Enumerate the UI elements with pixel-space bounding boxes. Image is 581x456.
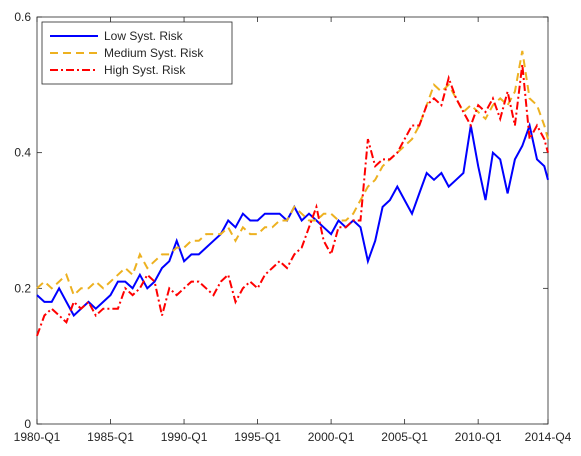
series-line — [36, 50, 549, 297]
x-tick-label: 1980-Q1 — [14, 430, 61, 444]
y-tick-label: 0.4 — [14, 146, 31, 160]
series-line — [36, 64, 549, 337]
x-tick-label: 2005-Q1 — [381, 430, 428, 444]
legend-label: Medium Syst. Risk — [104, 46, 204, 60]
y-tick-label: 0 — [24, 417, 31, 431]
x-tick-label: 1990-Q1 — [161, 430, 208, 444]
y-tick-label: 0.2 — [14, 281, 31, 295]
legend-label: Low Syst. Risk — [104, 29, 184, 43]
plot-frame — [36, 16, 549, 425]
x-tick-label: 1995-Q1 — [234, 430, 281, 444]
x-tick-label: 2014-Q4 — [525, 430, 572, 444]
x-tick-label: 1985-Q1 — [87, 430, 134, 444]
x-tick-label: 2000-Q1 — [308, 430, 355, 444]
legend-box — [41, 21, 233, 85]
y-tick-label: 0.6 — [14, 10, 31, 24]
legend-label: High Syst. Risk — [104, 63, 186, 77]
x-tick-label: 2010-Q1 — [455, 430, 502, 444]
